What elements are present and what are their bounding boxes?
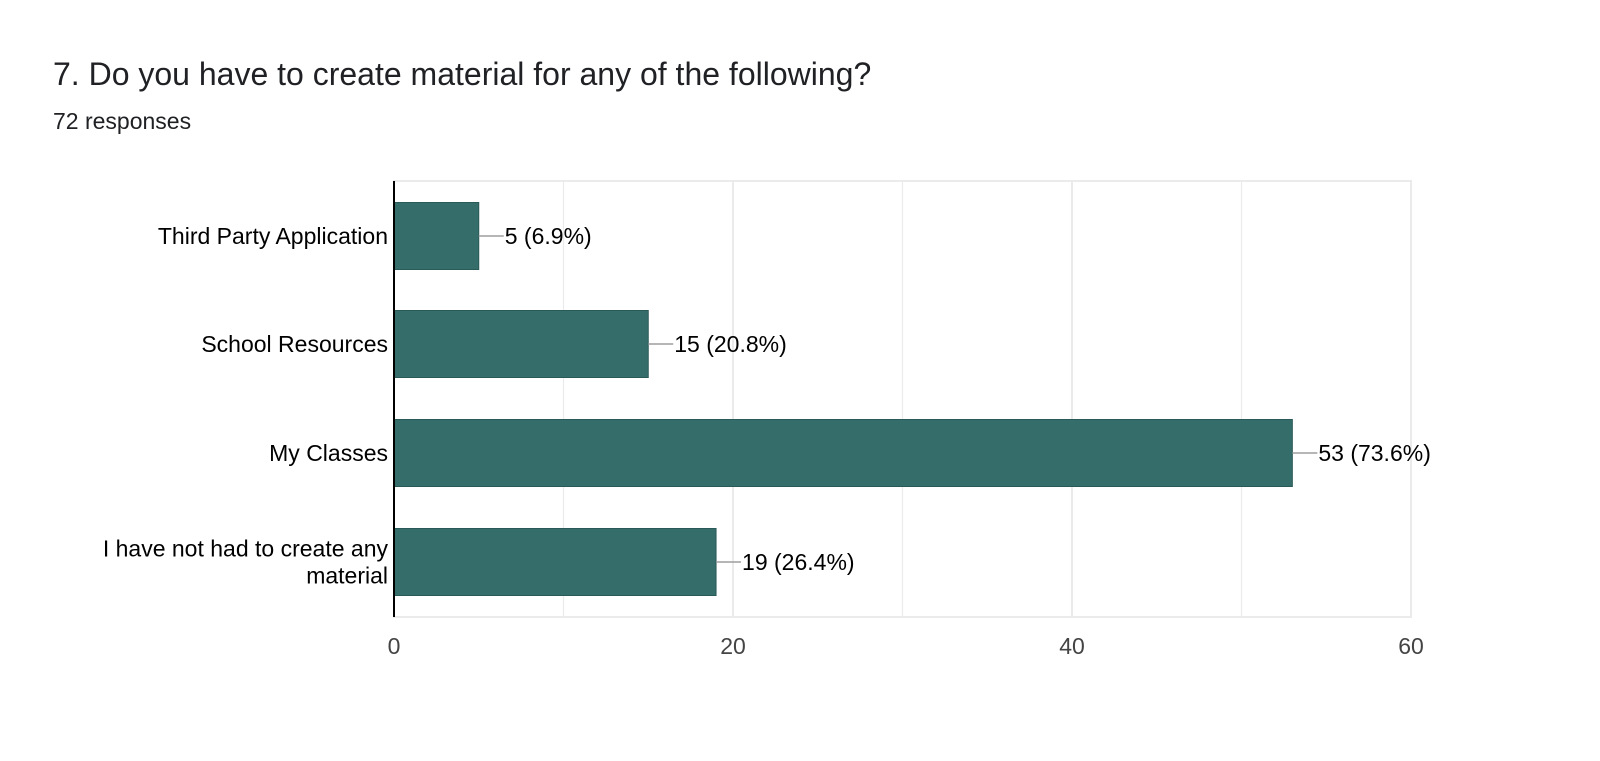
category-label: My Classes: [269, 440, 388, 466]
bar: [393, 528, 717, 596]
chart-labels: 5 (6.9%) Third Party Application 15 (20.8%…: [103, 223, 1431, 589]
bar: [393, 202, 480, 270]
x-tick-label: 20: [720, 633, 746, 659]
x-tick-label: 0: [388, 633, 401, 659]
data-label: 53 (73.6%): [1318, 440, 1431, 466]
x-tick-label: 60: [1398, 633, 1424, 659]
bar: [393, 310, 649, 378]
response-count: 72 responses: [53, 108, 192, 134]
bar: [393, 419, 1293, 487]
question-title: 7. Do you have to create material for an…: [53, 56, 872, 92]
category-label: School Resources: [201, 331, 388, 357]
x-tick-label: 40: [1059, 633, 1085, 659]
category-label: material: [306, 563, 388, 589]
chart-axes: 0 20 40 60: [388, 181, 1424, 659]
category-label: I have not had to create any: [103, 536, 389, 562]
data-label: 5 (6.9%): [505, 223, 592, 249]
chart-bars: [393, 202, 1293, 596]
category-label: Third Party Application: [158, 223, 388, 249]
data-label: 19 (26.4%): [742, 549, 855, 575]
data-label: 15 (20.8%): [674, 331, 787, 357]
